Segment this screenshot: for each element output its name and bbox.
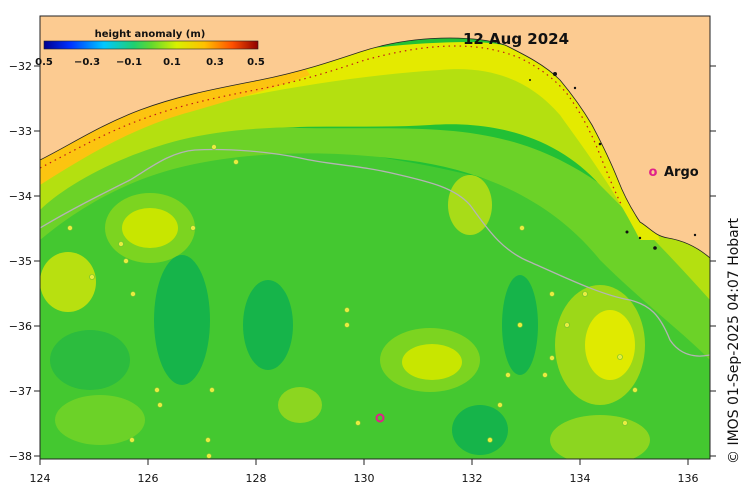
colorbar-tick-5: 0.5 [247,57,265,68]
coastal-islands [529,72,697,250]
x-tick-132: 132 [462,472,483,485]
colorbar: height anomaly (m) 0.5 −0.3 −0.1 0.1 0.3… [35,29,265,68]
y-tick-35: −35 [9,255,32,268]
colorbar-tick-3: 0.1 [163,57,181,68]
y-tick-33: −33 [9,125,32,138]
y-tick-34: −34 [9,190,32,203]
colorbar-gradient [43,40,259,50]
x-tick-labels: 124 126 128 130 132 134 136 [30,472,699,485]
y-tick-32: −32 [9,60,32,73]
map-date: 12 Aug 2024 [463,30,569,48]
shelf-contour [40,148,710,357]
y-tick-labels: −32 −33 −34 −35 −36 −37 −38 [9,60,32,463]
argo-legend-marker: o [649,165,658,180]
imos-credit: © IMOS 01-Sep-2025 04:07 Hobart [726,218,742,464]
colorbar-tick-4: 0.3 [206,57,224,68]
x-tick-126: 126 [138,472,159,485]
plot-frame [39,15,711,460]
colorbar-tick-1: −0.3 [74,57,100,68]
y-tick-36: −36 [9,320,32,333]
x-tick-136: 136 [678,472,699,485]
tick-marks [34,65,716,465]
x-tick-128: 128 [246,472,267,485]
colorbar-tick-2: −0.1 [116,57,142,68]
observation-points [67,144,638,459]
y-tick-37: −37 [9,385,32,398]
x-tick-130: 130 [354,472,375,485]
x-tick-124: 124 [30,472,51,485]
x-tick-134: 134 [570,472,591,485]
colorbar-title: height anomaly (m) [95,29,206,40]
argo-float-marker[interactable] [375,413,385,423]
land-australia [39,15,711,259]
y-tick-38: −38 [9,450,32,463]
argo-legend: o Argo [649,165,699,180]
colorbar-tick-0: 0.5 [35,57,53,68]
argo-legend-label: Argo [664,165,699,180]
